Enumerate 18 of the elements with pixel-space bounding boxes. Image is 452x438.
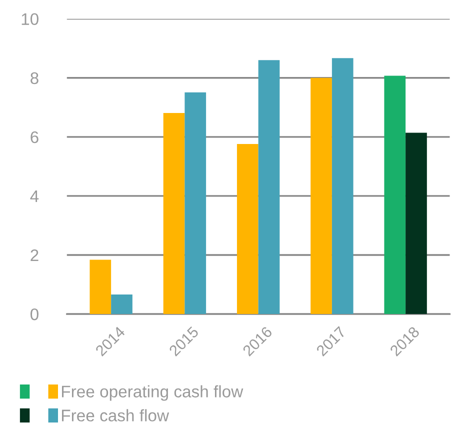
bar [310,78,332,314]
y-tick-label: 4 [30,190,39,202]
bar [184,92,206,314]
y-tick-label: 0 [30,308,38,320]
y-tick-label: 8 [30,72,38,84]
bar [258,60,280,314]
bar [90,260,112,314]
bar [163,113,185,314]
legend-label: Free operating cash flow [62,385,244,401]
y-tick-label: 2 [30,249,38,262]
y-tick-label: 10 [22,13,38,26]
bar [111,294,132,314]
legend-label: Free cash flow [62,409,170,422]
bar [332,58,354,314]
bar [384,76,406,314]
y-tick-label: 6 [30,131,38,144]
bar [236,144,258,314]
bar [406,132,427,314]
